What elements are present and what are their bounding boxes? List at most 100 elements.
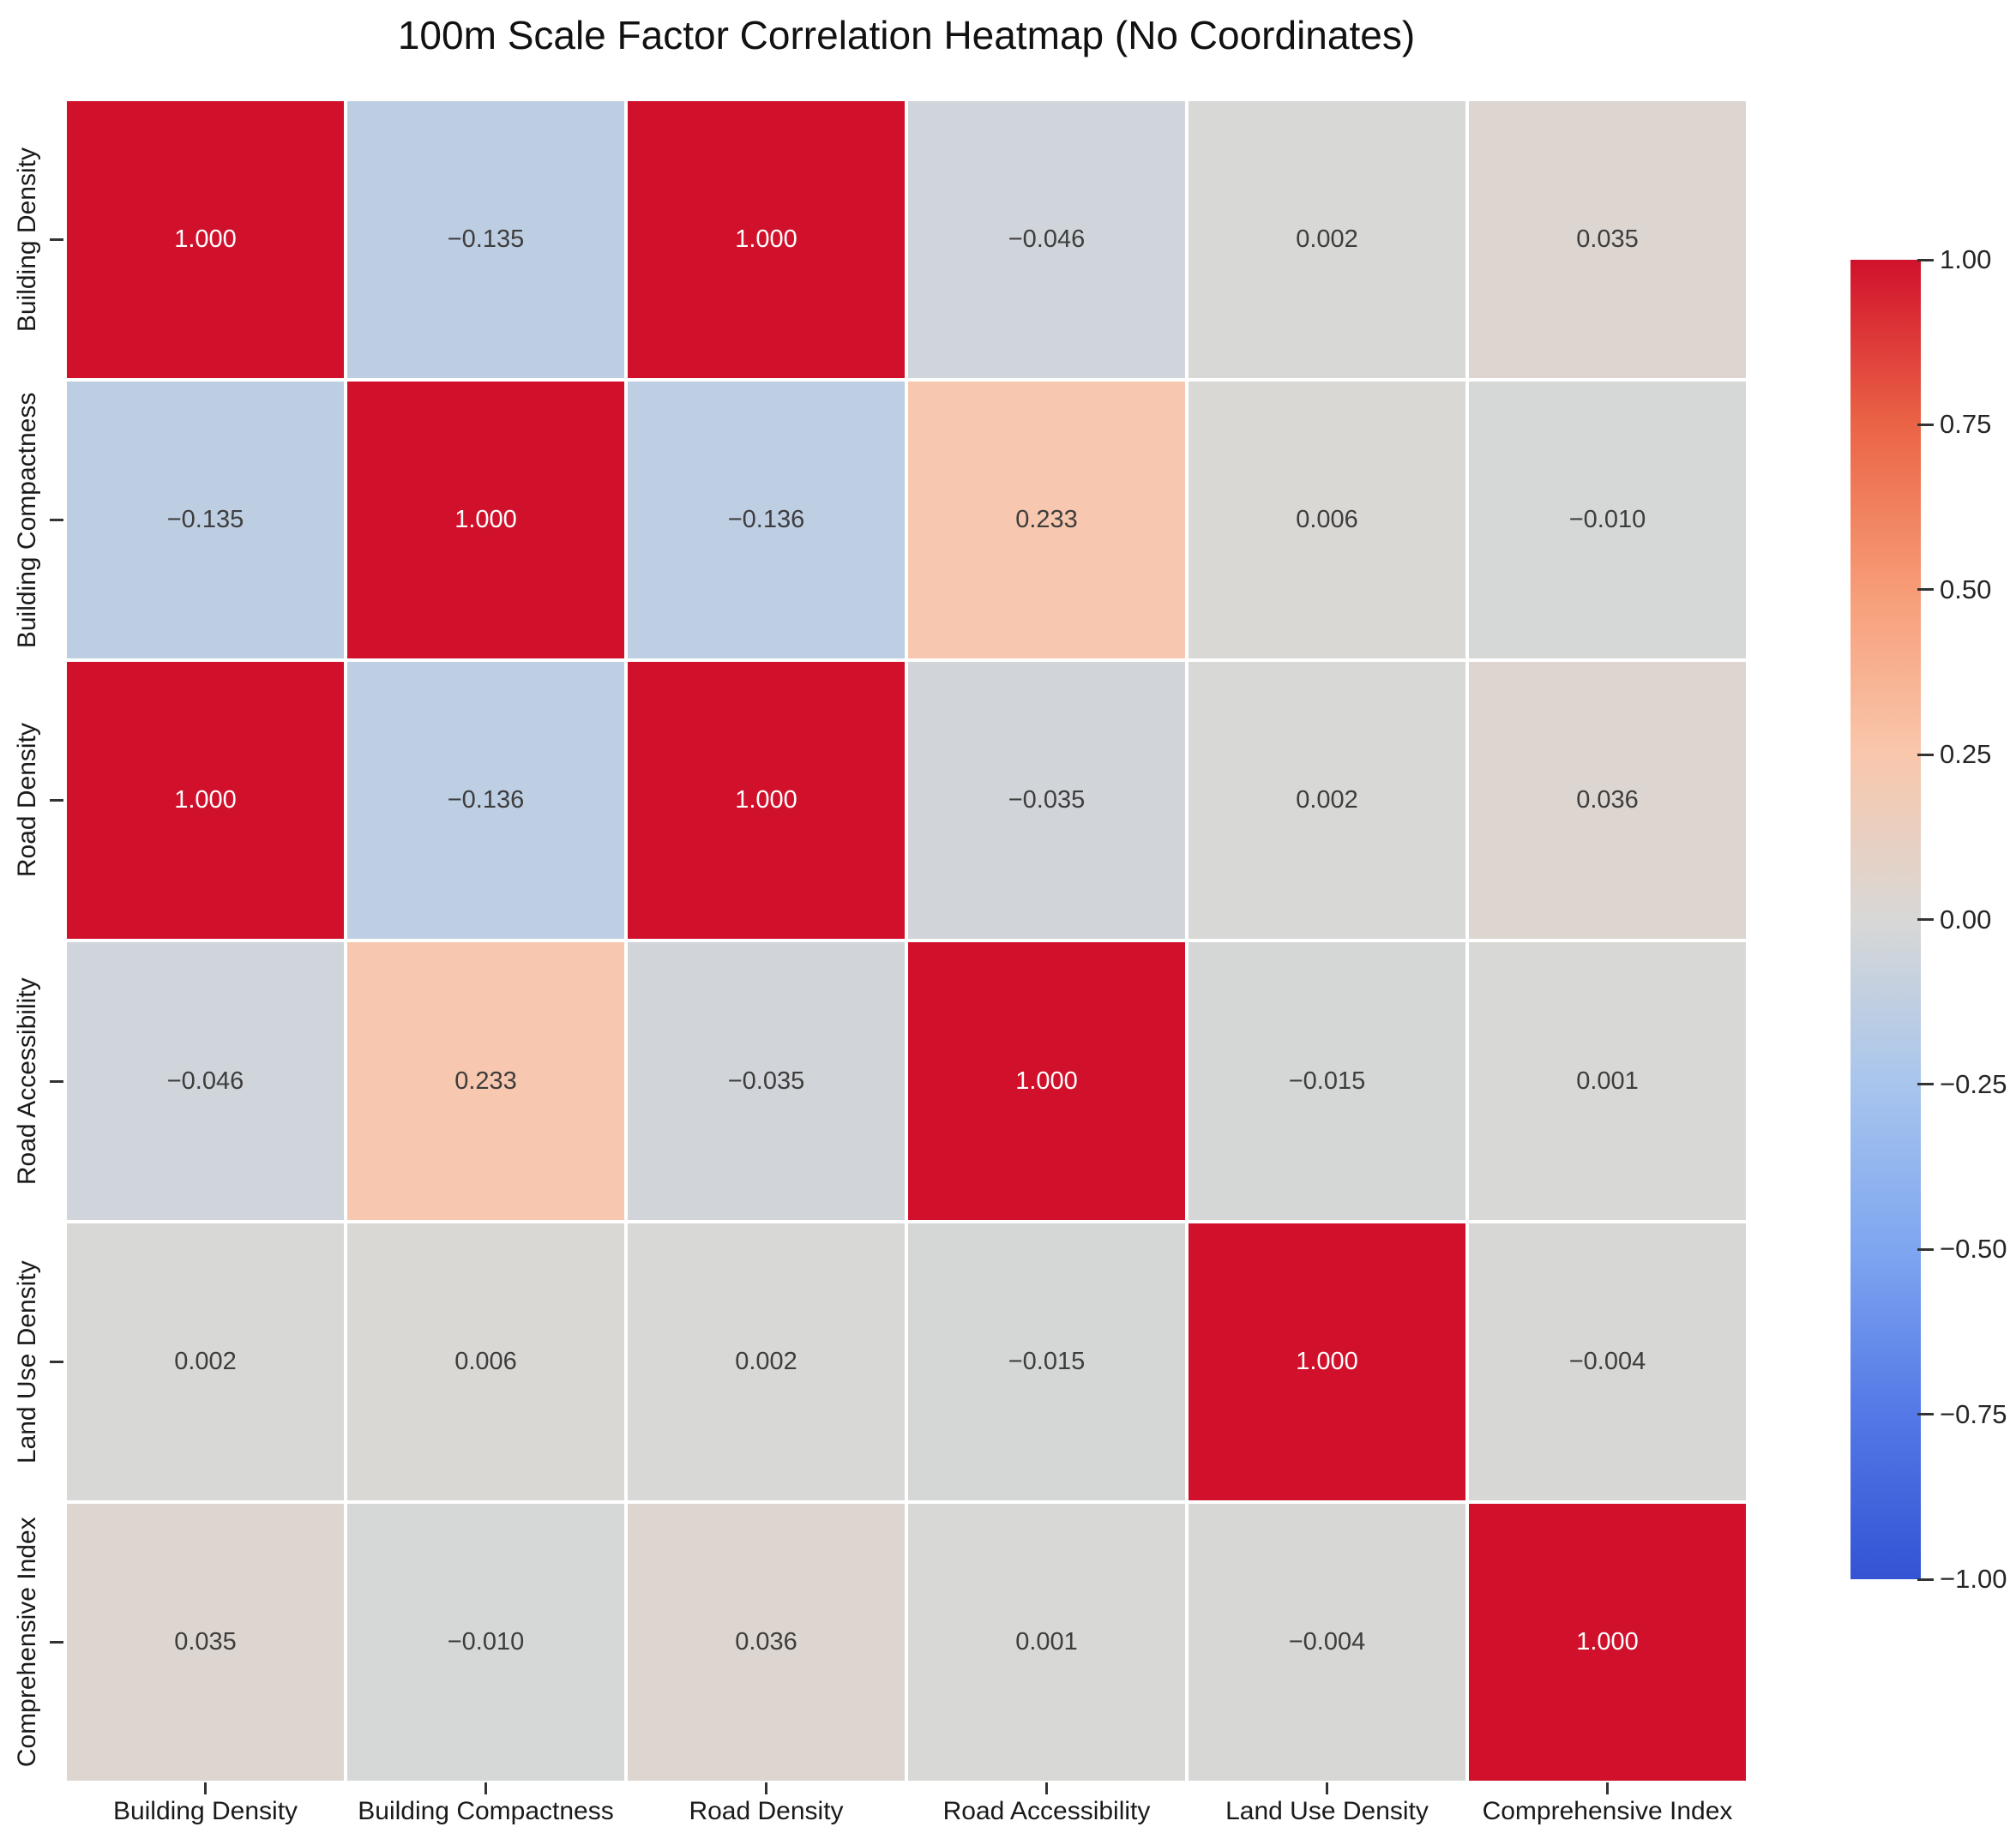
cell-value: 1.000 [1296,1347,1358,1375]
cell-value: 0.001 [1576,1067,1639,1095]
heatmap-cell: −0.004 [1189,1503,1465,1781]
heatmap-cell: −0.010 [1469,382,1746,659]
cell-value: 1.000 [1576,1627,1639,1656]
cell-value: −0.004 [1568,1347,1646,1375]
cell-value: 0.002 [1296,225,1358,254]
x-axis-tick [204,1782,207,1794]
y-axis-label: Building Density [13,147,41,333]
colorbar-tick-label: 1.00 [1940,244,1992,274]
cell-value: −0.046 [166,1067,244,1095]
y-axis-tick [50,799,63,802]
heatmap-cell: 0.233 [347,942,624,1220]
colorbar-tick-label: −0.75 [1940,1398,2007,1429]
heatmap-cell: 1.000 [67,101,344,379]
heatmap-cell: −0.046 [67,942,344,1220]
colorbar-tick [1917,258,1934,261]
heatmap-cell: 0.002 [628,1223,905,1500]
cell-value: −0.136 [447,786,525,814]
heatmap-cell: −0.046 [908,101,1185,379]
heatmap-cell: 0.006 [347,1223,624,1500]
heatmap-cell: −0.135 [347,101,624,379]
heatmap-cell: −0.035 [908,662,1185,940]
x-axis-tick [1606,1782,1609,1794]
heatmap-cell: 0.001 [1469,942,1746,1220]
heatmap-cell: 1.000 [67,662,344,940]
colorbar-tick [1917,1083,1934,1086]
colorbar-tick-label: −1.00 [1940,1564,2007,1594]
cell-value: 0.002 [174,1347,237,1375]
cell-value: 0.001 [1015,1627,1078,1656]
y-axis-label: Comprehensive Index [13,1517,41,1768]
cell-value: −0.035 [727,1067,805,1095]
colorbar-tick-label: 0.00 [1940,904,1992,935]
y-axis-label: Road Density [13,723,41,878]
heatmap-cell: 0.035 [67,1503,344,1781]
cell-value: 0.233 [454,1067,517,1095]
heatmap-cell: 1.000 [628,662,905,940]
cell-value: −0.010 [1568,506,1646,534]
cell-value: 0.006 [1296,506,1358,534]
cell-value: 1.000 [174,786,237,814]
cell-value: −0.035 [1008,786,1086,814]
y-axis-label: Building Compactness [13,392,41,648]
heatmap-cell: −0.004 [1469,1223,1746,1500]
heatmap-cell: 1.000 [1189,1223,1465,1500]
heatmap-cell: 0.002 [67,1223,344,1500]
cell-value: 0.036 [1576,786,1639,814]
x-axis-label: Land Use Density [1225,1797,1429,1825]
colorbar-tick [1917,918,1934,921]
cell-value: 1.000 [735,786,797,814]
cell-value: 0.035 [1576,225,1639,254]
y-axis-tick [50,519,63,522]
colorbar-tick [1917,1247,1934,1251]
heatmap-cell: −0.010 [347,1503,624,1781]
cell-value: 1.000 [174,225,237,254]
cell-value: −0.136 [727,506,805,534]
heatmap-cell: 0.002 [1189,101,1465,379]
cell-value: −0.004 [1288,1627,1366,1656]
heatmap-cell: 0.233 [908,382,1185,659]
cell-value: 0.002 [1296,786,1358,814]
heatmap-cell: −0.136 [628,382,905,659]
cell-value: 0.036 [735,1627,797,1656]
heatmap-cell: 0.001 [908,1503,1185,1781]
y-axis-tick [50,1360,63,1363]
heatmap-cell: −0.035 [628,942,905,1220]
colorbar-tick [1917,423,1934,426]
heatmap-cell: 0.036 [1469,662,1746,940]
colorbar-tick [1917,1413,1934,1416]
x-axis-tick [1326,1782,1328,1794]
heatmap-cell: −0.015 [908,1223,1185,1500]
heatmap-cell: −0.136 [347,662,624,940]
y-axis-label: Land Use Density [13,1259,41,1463]
colorbar-tick [1917,588,1934,592]
cell-value: −0.046 [1008,225,1086,254]
heatmap-cell: 0.036 [628,1503,905,1781]
cell-value: 0.006 [454,1347,517,1375]
heatmap-cell: 1.000 [347,382,624,659]
heatmap-cell: 1.000 [1469,1503,1746,1781]
cell-value: −0.010 [447,1627,525,1656]
heatmap-cell: 0.035 [1469,101,1746,379]
x-axis-label: Building Density [112,1797,298,1825]
cell-value: 1.000 [454,506,517,534]
x-axis-tick [484,1782,487,1794]
chart-title: 100m Scale Factor Correlation Heatmap (N… [397,13,1416,57]
x-axis-label: Building Compactness [358,1797,614,1825]
heatmap-grid: 1.000 −0.135 1.000 −0.046 0.002 0.035 −0.135 1.… [67,101,1746,1781]
heatmap-cell: −0.015 [1189,942,1465,1220]
y-axis-tick [50,1640,63,1644]
cell-value: −0.135 [166,506,244,534]
cell-value: 1.000 [735,225,797,254]
x-axis-label: Comprehensive Index [1482,1797,1733,1825]
colorbar-tick-label: −0.50 [1940,1234,2007,1265]
heatmap-cell: 0.002 [1189,662,1465,940]
cell-value: 1.000 [1015,1067,1078,1095]
y-axis-label: Road Accessibility [13,977,41,1185]
colorbar-tick-label: 0.25 [1940,739,1992,770]
cell-value: −0.135 [447,225,525,254]
heatmap-cell: −0.135 [67,382,344,659]
cell-value: 0.002 [735,1347,797,1375]
colorbar-tick-label: 0.50 [1940,574,1992,604]
cell-value: 0.035 [174,1627,237,1656]
